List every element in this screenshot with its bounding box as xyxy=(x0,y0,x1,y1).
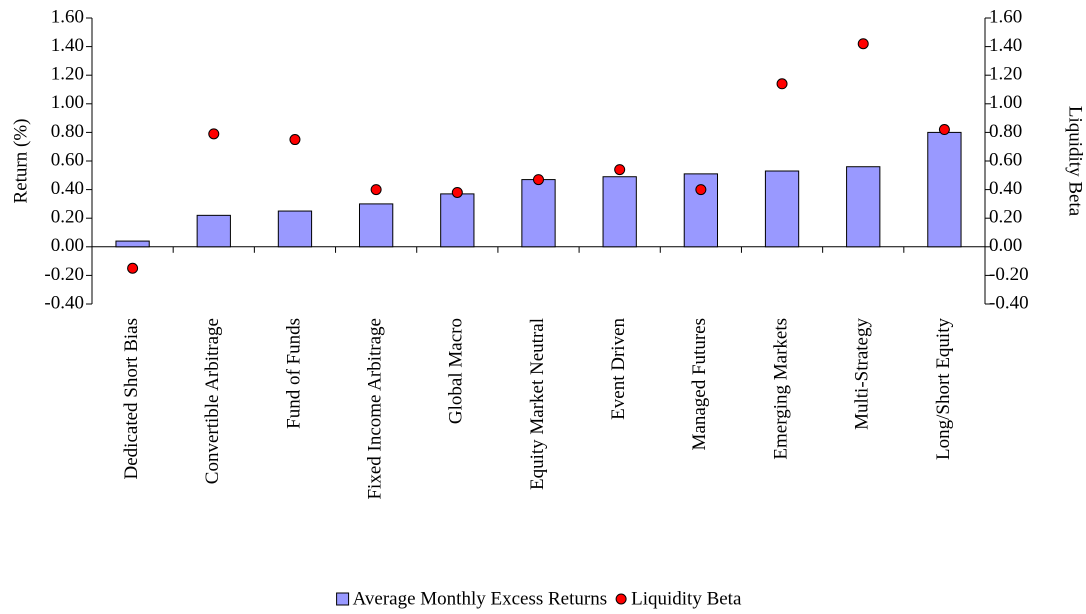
bar xyxy=(927,131,962,248)
y2-tick-label: 1.00 xyxy=(989,92,1022,113)
bar xyxy=(846,166,881,248)
bar xyxy=(440,193,475,248)
legend-label: Liquidity Beta xyxy=(631,588,742,609)
point xyxy=(938,124,950,136)
bar xyxy=(521,179,556,248)
bar xyxy=(358,203,394,248)
y-tick-label: -0.40 xyxy=(44,292,84,313)
y2-tick-label: 0.00 xyxy=(989,235,1022,256)
y-tick-label: 0.40 xyxy=(51,178,84,199)
y-tick-label: 1.40 xyxy=(51,35,84,56)
y2-tick-label: 1.40 xyxy=(989,35,1022,56)
point xyxy=(857,38,869,50)
bar xyxy=(277,210,313,248)
x-tick-label: Event Driven xyxy=(608,318,629,420)
legend-swatch xyxy=(336,592,350,606)
bar xyxy=(602,176,637,248)
bar xyxy=(196,214,231,248)
y2-tick-label: -0.20 xyxy=(989,264,1029,285)
x-tick-label: Emerging Markets xyxy=(770,318,791,460)
point xyxy=(614,164,626,176)
point xyxy=(776,78,788,90)
point xyxy=(533,174,544,186)
point xyxy=(289,134,301,146)
legend-label: Average Monthly Excess Returns xyxy=(353,588,608,609)
legend: Average Monthly Excess Returns Liquidity … xyxy=(336,588,742,609)
x-tick-label: Convertible Arbitrage xyxy=(202,318,223,484)
x-tick-label: Managed Futures xyxy=(689,318,710,450)
point xyxy=(127,262,139,274)
y-tick-label: 1.60 xyxy=(51,6,84,27)
bar xyxy=(764,170,800,248)
y-tick-label: -0.20 xyxy=(44,264,84,285)
x-tick-label: Dedicated Short Bias xyxy=(121,318,142,479)
x-tick-label: Fund of Funds xyxy=(283,318,304,429)
x-tick-label: Fixed Income Arbitrage xyxy=(364,318,385,500)
bar xyxy=(115,240,150,248)
y2-tick-label: 0.80 xyxy=(989,121,1022,142)
y2-tick-label: 1.60 xyxy=(989,6,1022,27)
y-tick-label: 0.00 xyxy=(51,235,84,256)
y2-tick-label: 0.40 xyxy=(989,178,1022,199)
y-axis-label: Return (%) xyxy=(10,119,31,204)
y-tick-label: 0.80 xyxy=(51,121,84,142)
y2-tick-label: 0.20 xyxy=(989,207,1022,228)
point xyxy=(695,184,707,196)
x-tick-label: Equity Market Neutral xyxy=(527,318,548,490)
y2-axis-label: Liquidity Beta xyxy=(1065,106,1086,217)
x-tick-label: Long/Short Equity xyxy=(933,318,954,460)
y-tick-label: 1.20 xyxy=(51,64,84,85)
y-tick-label: 1.00 xyxy=(51,92,84,113)
x-tick-label: Global Macro xyxy=(446,318,467,424)
y-tick-label: 0.60 xyxy=(51,149,84,170)
point xyxy=(370,184,382,196)
x-tick-label: Multi-Strategy xyxy=(852,318,873,430)
point xyxy=(208,128,220,140)
y2-tick-label: -0.40 xyxy=(989,292,1029,313)
point xyxy=(451,186,463,198)
legend-swatch xyxy=(615,593,627,605)
y2-tick-label: 0.60 xyxy=(989,149,1022,170)
y2-tick-label: 1.20 xyxy=(989,64,1022,85)
y-tick-label: 0.20 xyxy=(51,207,84,228)
